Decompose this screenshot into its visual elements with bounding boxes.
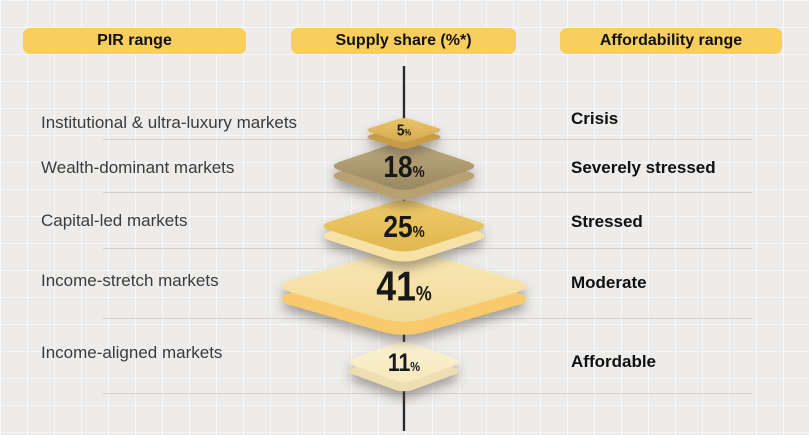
supply-share-value: 18% [383, 150, 424, 184]
column-header-affordability-range: Affordability range [560, 28, 782, 54]
supply-share-value: 25% [383, 210, 424, 244]
column-header-supply-share: Supply share (%*) [291, 28, 516, 54]
pir-range-label: Income-stretch markets [41, 271, 219, 290]
pir-range-label: Capital-led markets [41, 211, 188, 230]
column-header-pir-range: PIR range [23, 28, 246, 54]
pir-range-label: Institutional & ultra-luxury markets [41, 113, 298, 132]
affordability-label: Affordable [571, 352, 656, 371]
pyramid-diagram: 11% 41% 25% 18% 5% [281, 66, 527, 431]
pir-range-label: Wealth-dominant markets [41, 158, 235, 177]
supply-share-value: 11% [388, 348, 421, 376]
pyramid-layer: 11% [349, 341, 459, 392]
supply-share-value: 41% [376, 264, 432, 310]
affordability-label: Moderate [571, 273, 647, 292]
pyramid-layer: 5% [367, 118, 441, 149]
pir-range-label: Income-aligned markets [41, 343, 223, 362]
row-divider [103, 393, 752, 394]
affordability-label: Crisis [571, 109, 619, 128]
affordability-label: Severely stressed [571, 158, 716, 177]
pyramid-layer: 25% [323, 200, 485, 262]
affordability-label: Stressed [571, 212, 643, 231]
pyramid-layer: 18% [333, 142, 475, 200]
pyramid-layer: 41% [281, 250, 527, 335]
supply-share-value: 5% [397, 123, 412, 140]
